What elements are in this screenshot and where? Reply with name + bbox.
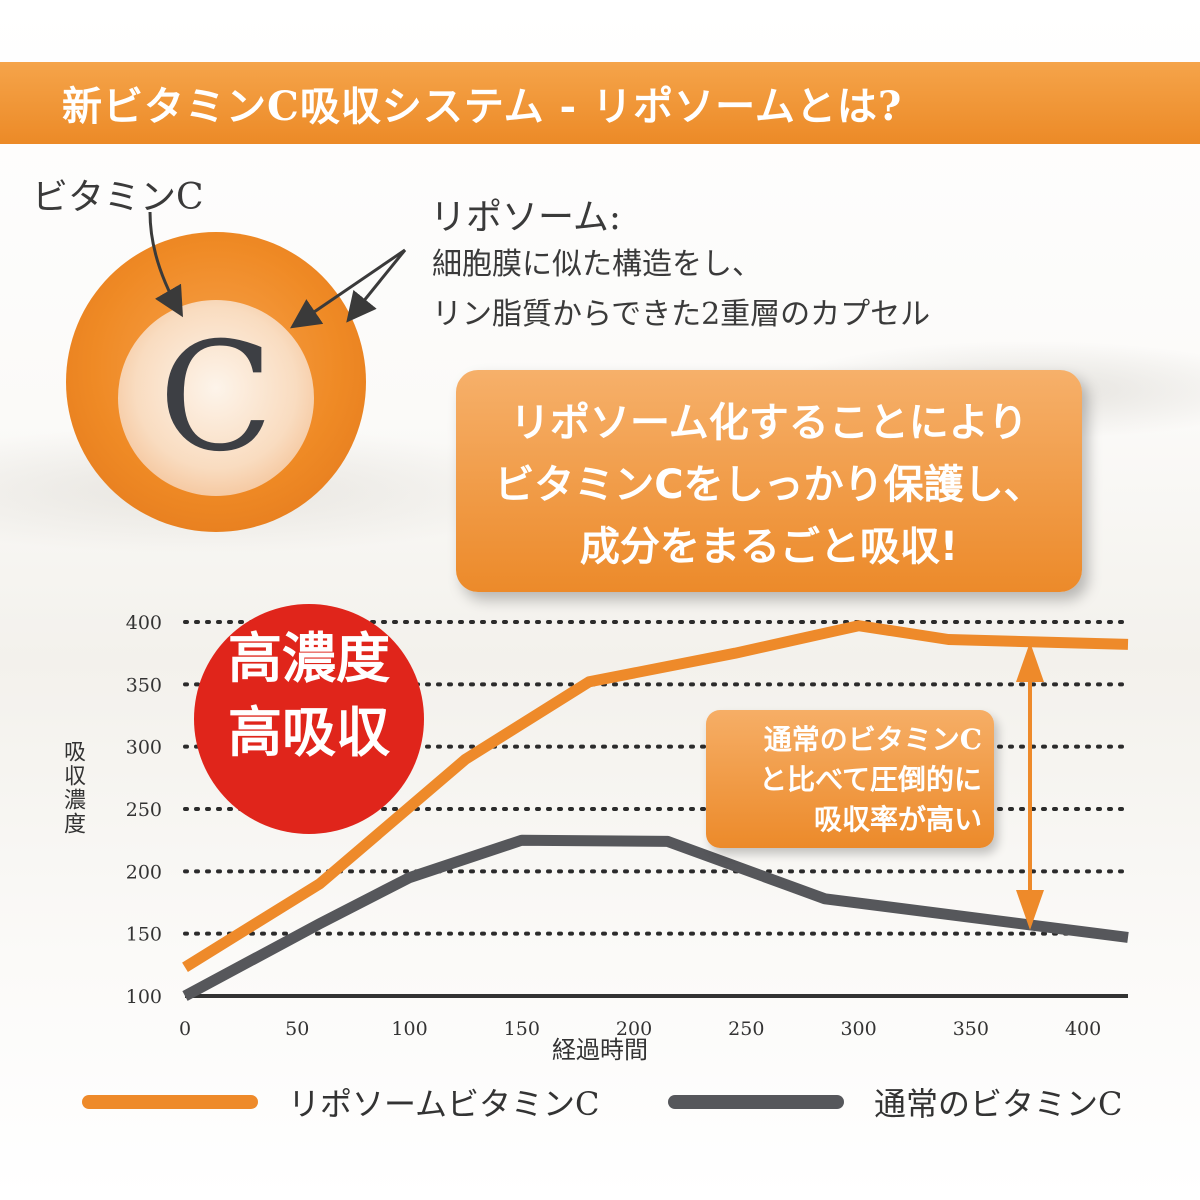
- comparison-note: 通常のビタミンC と比べて圧倒的に 吸収率が高い: [706, 710, 994, 848]
- y-tick-label: 300: [126, 737, 162, 759]
- x-tick-label: 400: [1065, 1018, 1101, 1040]
- difference-arrow: [1016, 642, 1044, 930]
- legend-item-regular: 通常のビタミンC: [668, 1082, 1123, 1123]
- x-tick-label: 0: [179, 1018, 191, 1040]
- x-tick-label: 150: [504, 1018, 540, 1040]
- vitamin-c-inner-circle: [118, 300, 314, 496]
- y-tick-label: 250: [126, 799, 162, 821]
- legend-label-regular: 通常のビタミンC: [874, 1085, 1123, 1123]
- gap-arrow-bottom-head: [1016, 890, 1044, 930]
- legend-swatch-regular: [668, 1095, 844, 1109]
- y-axis-label: 吸収濃度: [60, 740, 85, 836]
- legend-swatch-liposome: [82, 1095, 258, 1109]
- callout-line-3: 成分をまるごと吸収!: [579, 524, 959, 570]
- liposome-title: リポソーム:: [430, 197, 622, 238]
- comparison-note-text: 通常のビタミンC と比べて圧倒的に 吸収率が高い: [706, 720, 982, 840]
- x-axis-label: 経過時間: [552, 1036, 648, 1064]
- vitamin-c-letter: C: [158, 311, 274, 485]
- callout-line-2: ビタミンCをしっかり保護し、: [494, 462, 1044, 508]
- callout-box: リポソーム化することにより ビタミンCをしっかり保護し、 成分をまるごと吸収!: [456, 370, 1082, 592]
- x-tick-label: 250: [728, 1018, 764, 1040]
- badge-line-2: 高吸収: [228, 701, 390, 764]
- high-absorption-badge: [194, 604, 424, 834]
- title-banner: 新ビタミンC吸収システム - リポソームとは?: [0, 62, 1200, 144]
- x-tick-label: 100: [391, 1018, 427, 1040]
- x-tick-label: 300: [840, 1018, 876, 1040]
- y-tick-label: 150: [126, 924, 162, 946]
- callout-text: リポソーム化することにより ビタミンCをしっかり保護し、 成分をまるごと吸収!: [456, 392, 1082, 578]
- note-line-2: と比べて圧倒的に: [759, 763, 982, 796]
- series-line-regular: [182, 834, 1129, 1001]
- y-tick-label: 100: [126, 986, 162, 1008]
- x-tick-label: 350: [953, 1018, 989, 1040]
- note-line-3: 吸収率が高い: [813, 803, 982, 836]
- vitamin-c-label: ビタミンC: [32, 177, 204, 218]
- chart-axes: 100 150 200 250 300 350 400 0 50 100 150 200 250 300 3…: [126, 612, 1128, 1040]
- callout-line-1: リポソーム化することにより: [510, 400, 1028, 446]
- legend-item-liposome: リポソームビタミンC: [82, 1082, 600, 1123]
- note-line-1: 通常のビタミンC: [763, 723, 982, 756]
- x-tick-label: 50: [285, 1018, 309, 1040]
- liposome-desc-line-1: 細胞膜に似た構造をし、: [432, 247, 762, 282]
- chart-series: [182, 620, 1129, 1001]
- x-tick-label: 200: [616, 1018, 652, 1040]
- y-tick-label: 350: [126, 674, 162, 696]
- badge-text: 高濃度 高吸収: [194, 622, 424, 770]
- liposome-description: 細胞膜に似た構造をし、 リン脂質からできた2重層のカプセル: [432, 240, 930, 340]
- liposome-desc-line-2: リン脂質からできた2重層のカプセル: [432, 297, 931, 332]
- gap-arrow-top-head: [1016, 642, 1044, 682]
- y-tick-label: 400: [126, 612, 162, 634]
- y-tick-label: 200: [126, 861, 162, 883]
- legend-label-liposome: リポソームビタミンC: [288, 1085, 600, 1123]
- series-line-liposome: [182, 620, 1129, 972]
- page-title: 新ビタミンC吸収システム - リポソームとは?: [62, 83, 903, 130]
- badge-line-1: 高濃度: [228, 627, 390, 690]
